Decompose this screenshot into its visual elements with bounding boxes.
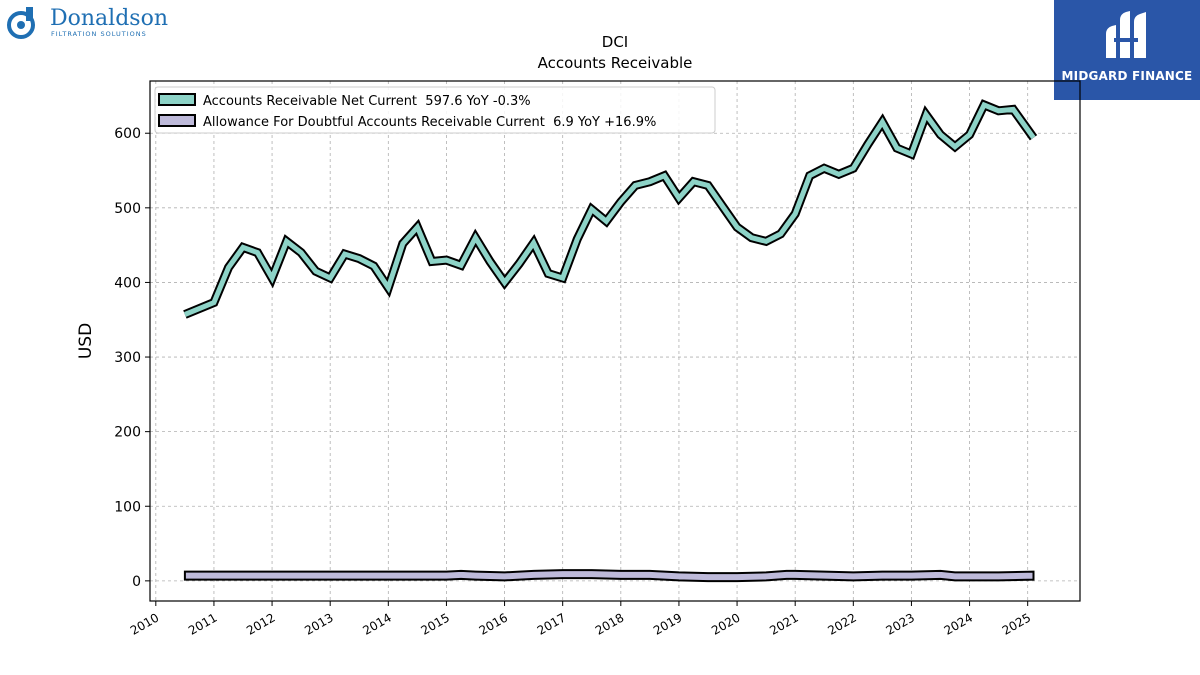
series-line-outline: [183, 99, 1038, 319]
x-tick-label: 2016: [477, 610, 510, 637]
y-axis: 0 100 200 300 400 500 600: [114, 126, 150, 590]
y-tick-label: 300: [114, 350, 141, 366]
y-tick-label: 100: [114, 499, 141, 515]
y-tick-label: 500: [114, 201, 141, 217]
chart-title: DCI: [602, 33, 628, 51]
y-tick-label: 200: [114, 425, 141, 441]
x-tick-label: 2012: [244, 610, 277, 637]
series-line: [183, 101, 1036, 317]
y-axis-label: USD: [76, 323, 96, 359]
series-band: [183, 569, 1035, 583]
x-tick-label: 2018: [593, 610, 626, 637]
x-tick-label: 2022: [825, 610, 858, 637]
legend-label-net: Accounts Receivable Net Current 597.6 Yo…: [203, 94, 531, 109]
y-tick-label: 400: [114, 275, 141, 291]
x-tick-label: 2025: [1000, 610, 1033, 637]
x-tick-label: 2014: [360, 610, 393, 637]
plot-series: [183, 99, 1038, 583]
donaldson-wordmark: Donaldson: [50, 6, 168, 31]
donaldson-mark-icon: [7, 7, 35, 39]
x-tick-label: 2010: [128, 610, 161, 637]
x-tick-label: 2023: [883, 610, 916, 637]
legend-box: [154, 86, 716, 134]
legend-swatch-net: [158, 93, 196, 106]
series-net-current: [183, 99, 1038, 319]
x-tick-label: 2015: [418, 610, 451, 637]
x-tick-label: 2019: [651, 610, 684, 637]
y-tick-label: 600: [114, 126, 141, 142]
x-axis: 2010 2011 2012 2013 2014 2015 2016 2017 2018 2019…: [128, 601, 1033, 638]
series-allowance: [183, 569, 1035, 583]
x-tick-label: 2020: [709, 610, 742, 637]
x-tick-label: 2013: [302, 610, 335, 637]
x-tick-label: 2024: [942, 610, 975, 637]
donaldson-logo: Donaldson FILTRATION SOLUTIONS: [7, 6, 168, 39]
chart-subtitle: Accounts Receivable: [538, 54, 693, 72]
legend-label-allowance: Allowance For Doubtful Accounts Receivab…: [203, 115, 656, 130]
x-tick-label: 2021: [767, 610, 800, 637]
midgard-wordmark: MIDGARD FINANCE: [1061, 69, 1193, 83]
x-tick-label: 2017: [535, 610, 568, 637]
midgard-finance-logo: MIDGARD FINANCE: [1054, 0, 1200, 100]
legend-swatch-allowance: [158, 114, 196, 127]
donaldson-tagline: FILTRATION SOLUTIONS: [51, 30, 147, 38]
x-tick-label: 2011: [186, 610, 219, 637]
grid-lines: [150, 81, 1080, 601]
legend: Accounts Receivable Net Current 597.6 Yo…: [154, 86, 716, 134]
midgard-mark-icon: [1106, 11, 1146, 58]
y-tick-label: 0: [132, 574, 141, 590]
plot-frame: [149, 80, 1081, 602]
